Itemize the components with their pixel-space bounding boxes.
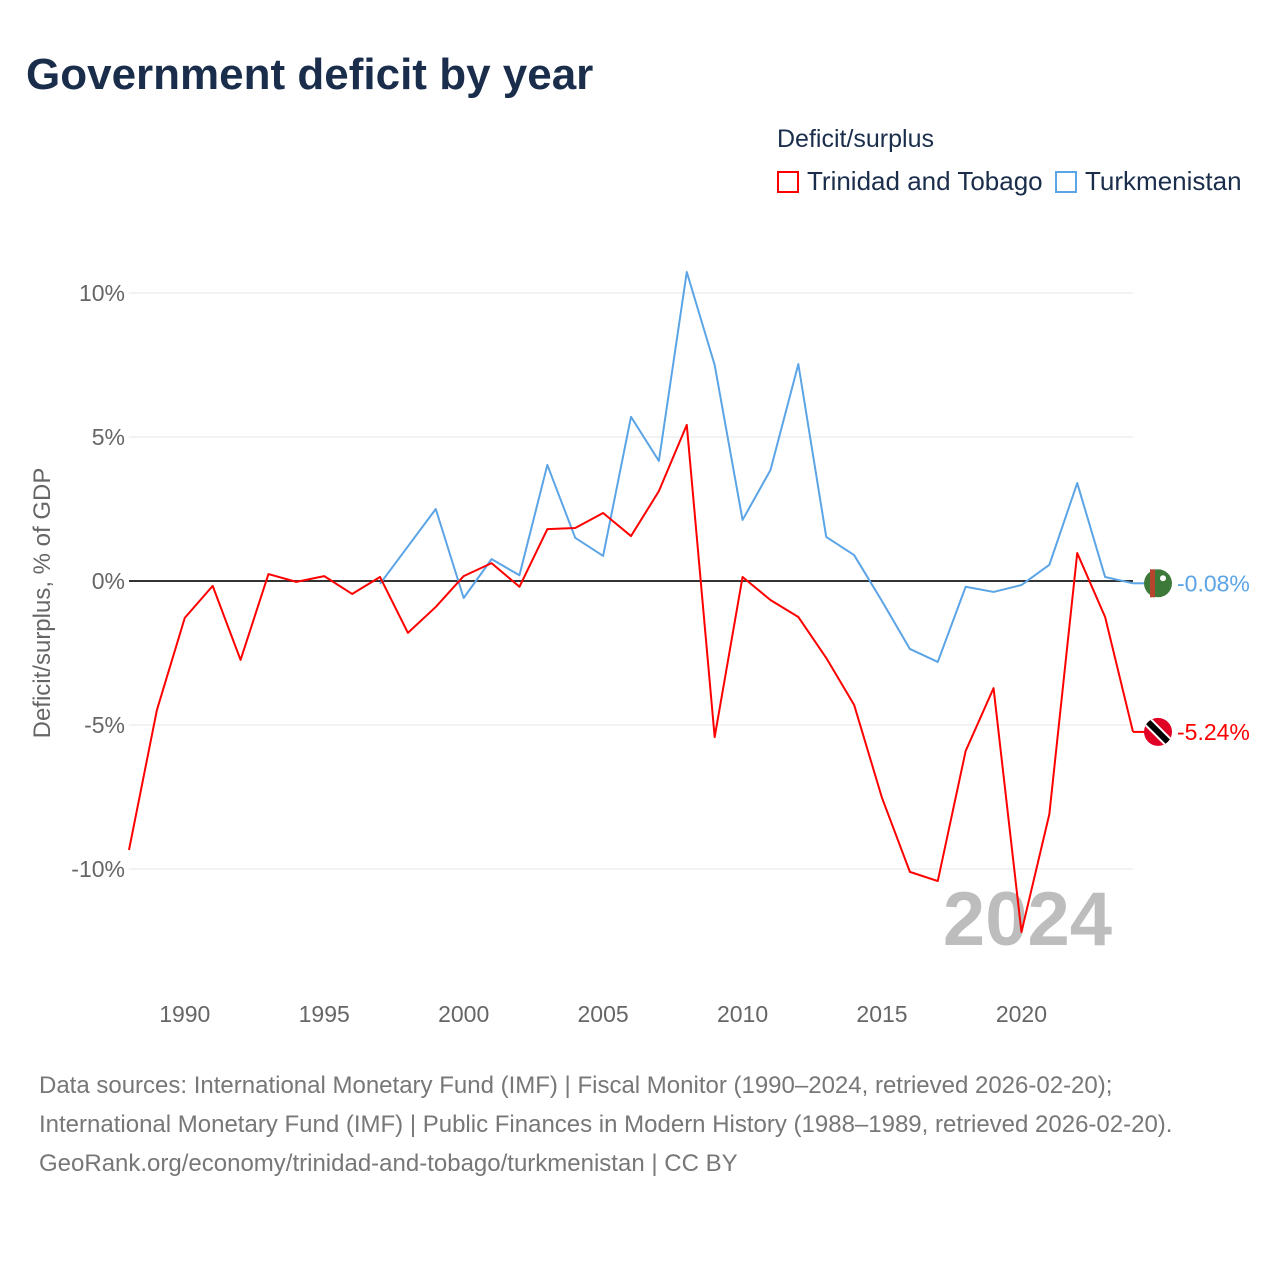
data-point: [1103, 574, 1108, 579]
legend-label: Turkmenistan: [1085, 166, 1242, 196]
data-point: [517, 573, 522, 578]
data-point: [768, 468, 773, 473]
data-sources: Data sources: International Monetary Fun…: [39, 1072, 1173, 1138]
data-point: [182, 615, 187, 620]
y-tick-label: 0%: [92, 568, 125, 594]
data-point: [405, 630, 410, 635]
data-point: [601, 553, 606, 558]
plot-area: 10% 5% 0% -5% -10% 1990 1995 2000 2005 2010 2015 20…: [29, 269, 1250, 1027]
x-tick-label: 2015: [856, 1001, 907, 1027]
end-value-label: -0.08%: [1177, 570, 1250, 596]
data-point: [210, 583, 215, 588]
data-point: [545, 462, 550, 467]
data-point: [824, 534, 829, 539]
legend-item-trinidad[interactable]: Trinidad and Tobago: [777, 166, 1043, 197]
y-axis-label: Deficit/surplus, % of GDP: [29, 468, 56, 739]
data-point: [573, 526, 578, 531]
data-point: [712, 363, 717, 368]
data-point: [963, 748, 968, 753]
data-point: [824, 655, 829, 660]
data-point: [433, 507, 438, 512]
data-point: [740, 574, 745, 579]
data-point: [740, 517, 745, 522]
y-tick-label: -5%: [84, 712, 125, 738]
data-point: [405, 544, 410, 549]
turkmenistan-flag-icon: [1144, 569, 1172, 598]
data-point: [991, 589, 996, 594]
x-tick-label: 1995: [299, 1001, 350, 1027]
turkmenistan-flag-crescent: [1160, 575, 1166, 582]
legend-swatch: [1055, 170, 1077, 193]
year-watermark: 2024: [943, 877, 1112, 962]
data-point: [1075, 551, 1080, 556]
data-point: [573, 535, 578, 540]
legend-title: Deficit/surplus: [777, 125, 934, 153]
data-point: [712, 735, 717, 740]
data-point: [154, 708, 159, 713]
data-point: [1075, 481, 1080, 486]
y-tick-label: -10%: [71, 856, 125, 882]
legend-label: Trinidad and Tobago: [807, 166, 1043, 196]
data-point: [461, 574, 466, 579]
data-point: [1103, 615, 1108, 620]
data-point: [294, 579, 299, 584]
data-point: [796, 615, 801, 620]
y-tick-label: 10%: [79, 280, 125, 306]
data-point: [1019, 930, 1024, 935]
data-point: [461, 595, 466, 600]
data-point: [656, 458, 661, 463]
data-point: [1047, 812, 1052, 817]
x-tick-label: 2020: [996, 1001, 1047, 1027]
x-tick-label: 2010: [717, 1001, 768, 1027]
data-point: [629, 534, 634, 539]
legend-item-turkmenistan[interactable]: Turkmenistan: [1055, 166, 1242, 197]
data-point: [127, 847, 132, 852]
end-value-label: -5.24%: [1177, 719, 1250, 745]
data-point: [238, 657, 243, 662]
trinidad-flag-black: [1144, 717, 1172, 746]
data-point: [880, 795, 885, 800]
y-tick-label: 5%: [92, 424, 125, 450]
data-point: [489, 561, 494, 566]
data-point: [629, 414, 634, 419]
data-point: [963, 584, 968, 589]
data-point: [433, 604, 438, 609]
source-link[interactable]: GeoRank.org/economy/trinidad-and-tobago/…: [39, 1150, 738, 1177]
data-point: [935, 659, 940, 664]
chart-title: Government deficit by year: [26, 50, 594, 99]
data-point: [266, 572, 271, 577]
legend-swatch: [777, 170, 799, 193]
data-point: [517, 584, 522, 589]
turkmenistan-flag-stripe: [1150, 569, 1155, 598]
data-point: [1047, 562, 1052, 567]
data-point: [907, 869, 912, 874]
footer: Data sources: International Monetary Fun…: [39, 1066, 1239, 1183]
data-point: [880, 599, 885, 604]
data-point: [852, 553, 857, 558]
series-line: [128, 423, 1134, 934]
data-point: [601, 511, 606, 516]
data-point: [684, 269, 689, 274]
data-point: [322, 574, 327, 579]
data-point: [935, 879, 940, 884]
data-point: [684, 422, 689, 427]
data-point: [545, 527, 550, 532]
x-tick-label: 2005: [578, 1001, 629, 1027]
data-point: [350, 591, 355, 596]
data-point: [1019, 583, 1024, 588]
x-tick-label: 2000: [438, 1001, 489, 1027]
data-point: [907, 646, 912, 651]
data-point: [656, 489, 661, 494]
data-point: [796, 362, 801, 367]
x-tick-label: 1990: [159, 1001, 210, 1027]
data-point: [378, 574, 383, 579]
data-point: [768, 598, 773, 603]
data-point: [852, 702, 857, 707]
series-line: [379, 270, 1134, 663]
data-point: [991, 686, 996, 691]
